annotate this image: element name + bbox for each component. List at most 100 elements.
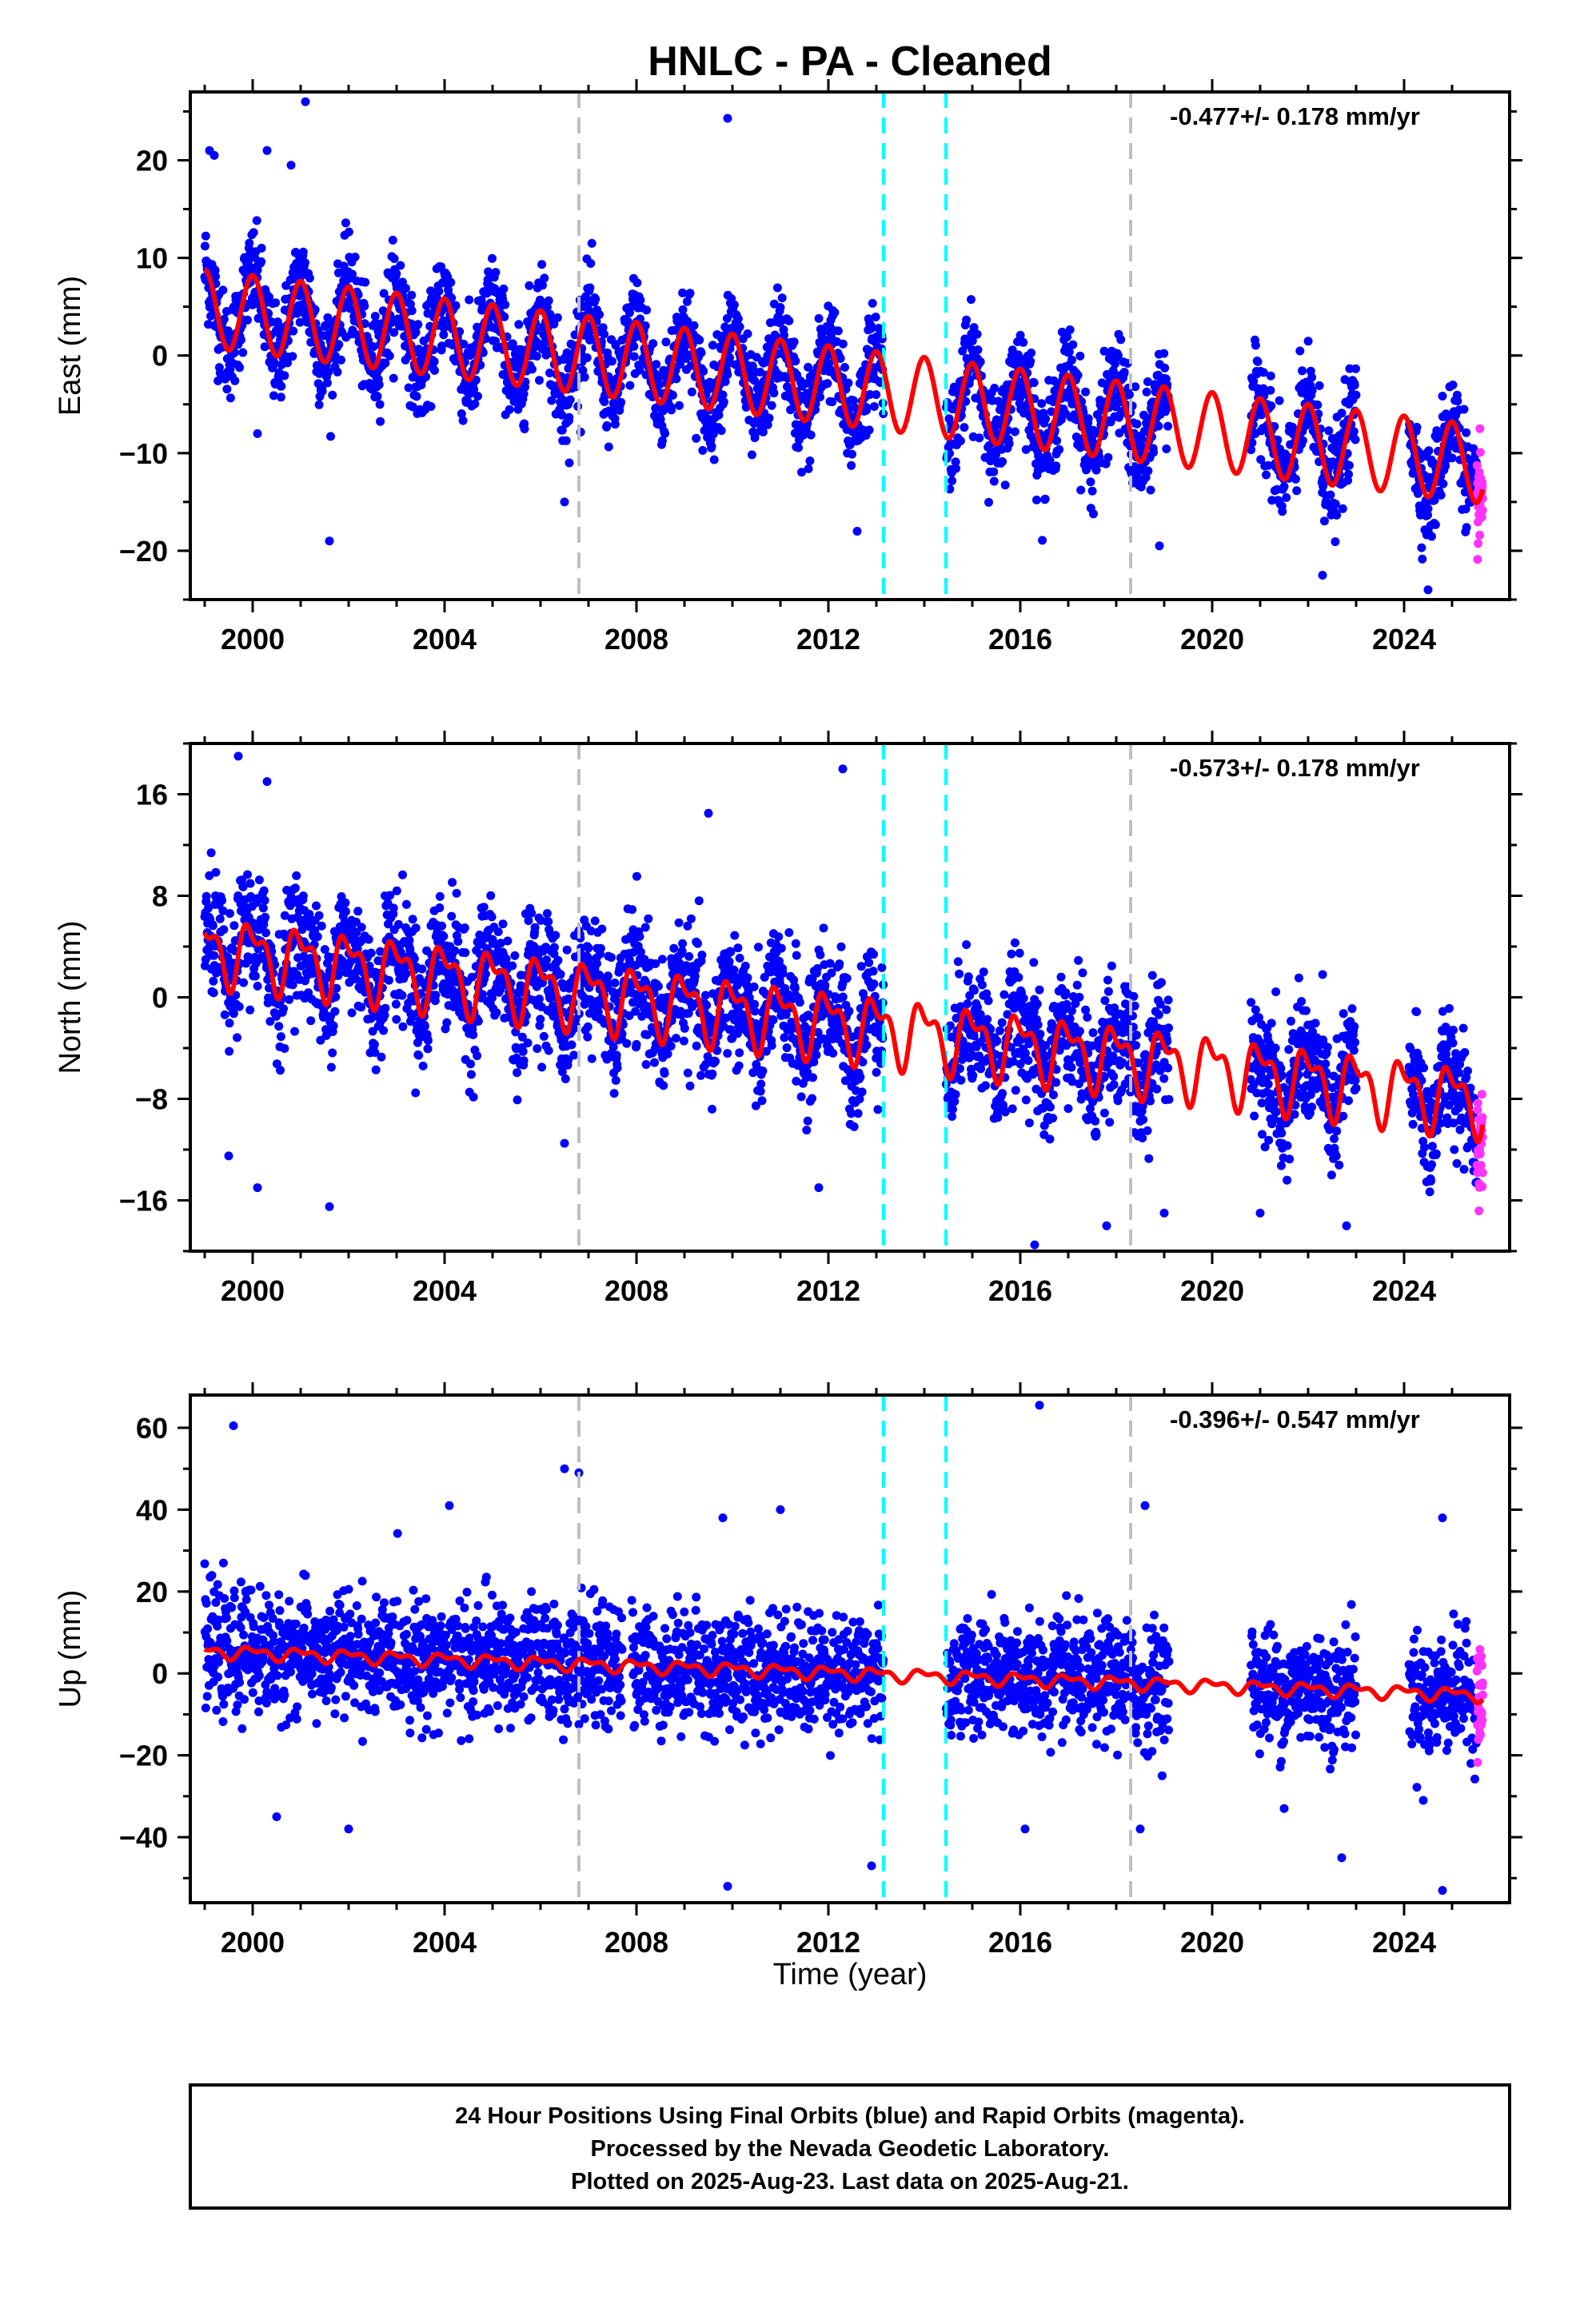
data-point — [233, 1033, 241, 1042]
data-point — [1068, 341, 1077, 349]
data-point — [260, 887, 269, 895]
data-point — [1315, 381, 1324, 390]
data-point — [1438, 480, 1447, 488]
data-point — [1125, 390, 1134, 399]
data-point — [756, 1080, 765, 1089]
data-point — [202, 892, 211, 901]
data-point — [658, 955, 667, 963]
data-point — [967, 295, 976, 304]
data-point — [1327, 491, 1335, 500]
data-point — [773, 284, 782, 293]
data-point — [654, 982, 663, 991]
data-point — [1120, 368, 1129, 377]
data-point — [419, 1062, 428, 1070]
data-point — [1005, 440, 1014, 448]
data-point — [1081, 388, 1090, 397]
data-point — [820, 981, 829, 990]
data-point — [791, 357, 800, 365]
data-point — [736, 954, 744, 963]
data-point — [1453, 397, 1462, 405]
data-point — [568, 1040, 577, 1049]
data-point — [1313, 401, 1322, 409]
data-point — [201, 232, 210, 241]
data-point — [251, 972, 260, 981]
data-point — [513, 1068, 521, 1077]
data-point — [396, 261, 405, 270]
data-point — [448, 878, 457, 887]
data-point — [629, 342, 638, 351]
data-point — [503, 937, 512, 946]
data-point — [1351, 381, 1359, 389]
data-point — [466, 1059, 475, 1068]
data-point — [525, 916, 533, 925]
data-point — [708, 1105, 716, 1114]
data-point — [545, 1046, 553, 1055]
data-point — [720, 397, 728, 406]
data-point — [446, 278, 455, 287]
data-point — [765, 414, 774, 423]
data-point — [230, 377, 239, 385]
data-point — [540, 273, 549, 282]
data-point — [413, 320, 422, 329]
data-point — [581, 373, 589, 381]
data-point — [744, 974, 752, 983]
data-point — [376, 417, 385, 426]
data-point — [1132, 420, 1141, 429]
data-point — [1427, 532, 1436, 541]
data-point — [672, 374, 680, 383]
data-point — [960, 423, 968, 432]
data-point — [357, 923, 366, 931]
data-point — [537, 260, 546, 269]
data-point — [735, 1048, 744, 1057]
data-point — [545, 297, 553, 305]
data-point — [1344, 470, 1353, 479]
data-point — [684, 952, 693, 961]
data-point — [280, 1044, 289, 1053]
data-point — [790, 337, 799, 346]
data-point — [542, 955, 551, 964]
data-point — [469, 1030, 477, 1039]
data-point — [277, 382, 285, 391]
data-point — [778, 293, 787, 302]
data-point — [353, 907, 362, 915]
data-point — [990, 477, 999, 486]
x-tick-label: 2004 — [413, 623, 477, 656]
data-point — [708, 1070, 716, 1078]
data-point — [411, 1089, 420, 1098]
data-point — [277, 393, 285, 401]
data-point — [486, 891, 495, 900]
data-point — [632, 278, 641, 287]
data-point — [225, 909, 234, 918]
data-point — [974, 345, 983, 354]
data-point — [741, 962, 750, 971]
data-point — [1350, 427, 1359, 436]
data-point — [1298, 366, 1307, 375]
data-point — [323, 379, 332, 388]
x-tick-label: 2024 — [1372, 623, 1436, 656]
data-point — [467, 1070, 476, 1079]
data-point — [1438, 392, 1447, 401]
data-point — [699, 367, 708, 376]
data-point — [488, 994, 497, 1003]
data-point — [686, 1082, 695, 1090]
data-point — [596, 944, 605, 953]
data-point — [724, 114, 732, 123]
data-point — [291, 883, 300, 892]
data-point — [375, 381, 384, 389]
data-point — [317, 922, 326, 931]
data-point — [730, 931, 739, 940]
data-point — [544, 917, 553, 926]
data-point — [437, 922, 446, 931]
data-point — [696, 1071, 705, 1080]
data-point — [839, 993, 848, 1002]
data-point — [249, 228, 258, 237]
data-point — [697, 349, 706, 357]
data-point — [499, 285, 508, 293]
data-point — [668, 391, 677, 400]
data-point — [730, 301, 739, 309]
data-point — [330, 1007, 339, 1016]
data-point — [600, 330, 608, 339]
data-point — [1437, 491, 1446, 500]
data-point — [839, 340, 848, 349]
data-point — [784, 317, 793, 325]
